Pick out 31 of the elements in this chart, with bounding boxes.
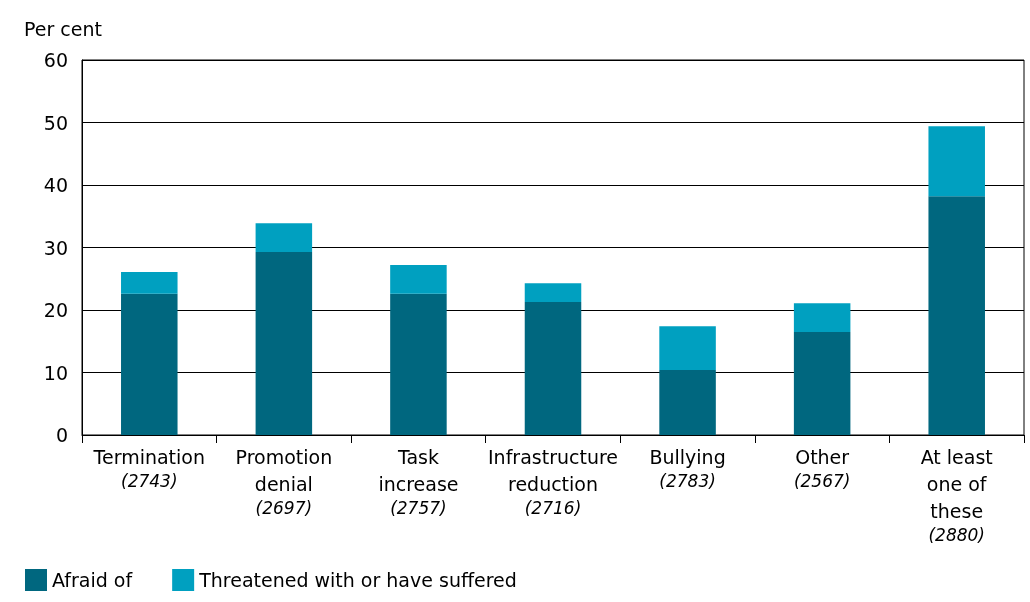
y-tick-label: 60: [43, 49, 68, 71]
bar: [928, 196, 985, 435]
x-tick-label: Other (2567): [793, 445, 851, 491]
x-tick-label: At least one of these (2880): [920, 445, 993, 545]
bar: [659, 370, 716, 435]
y-tick-label: 30: [43, 236, 68, 259]
bar: [255, 223, 313, 252]
x-tick-label: Task increase (2757): [378, 445, 459, 518]
y-tick-label: 10: [43, 361, 68, 384]
x-tick-label: Bullying (2783): [649, 445, 726, 491]
bar: [524, 283, 582, 302]
x-tick-label: Infrastructure reduction (2716): [487, 445, 619, 518]
bar: [121, 293, 178, 435]
y-tick-label: 0: [55, 424, 68, 446]
bar: [255, 251, 313, 435]
bar: [390, 293, 447, 435]
bar: [121, 271, 178, 294]
legend-label: Threatened with or have suffered: [198, 569, 517, 591]
bar: [524, 301, 582, 435]
bar: [793, 303, 851, 332]
y-axis-title: Per cent: [24, 17, 102, 40]
y-tick-label: 40: [43, 174, 68, 196]
bar: [928, 126, 985, 197]
bar: [793, 331, 851, 435]
bar: [390, 265, 447, 294]
y-tick-label: 20: [43, 299, 68, 321]
bar: [659, 326, 716, 370]
x-tick-label: Promotion denial (2697): [235, 445, 333, 518]
y-tick-label: 50: [43, 111, 68, 134]
x-tick-label: Termination (2743): [92, 445, 205, 491]
legend-label: Afraid of: [52, 569, 134, 591]
